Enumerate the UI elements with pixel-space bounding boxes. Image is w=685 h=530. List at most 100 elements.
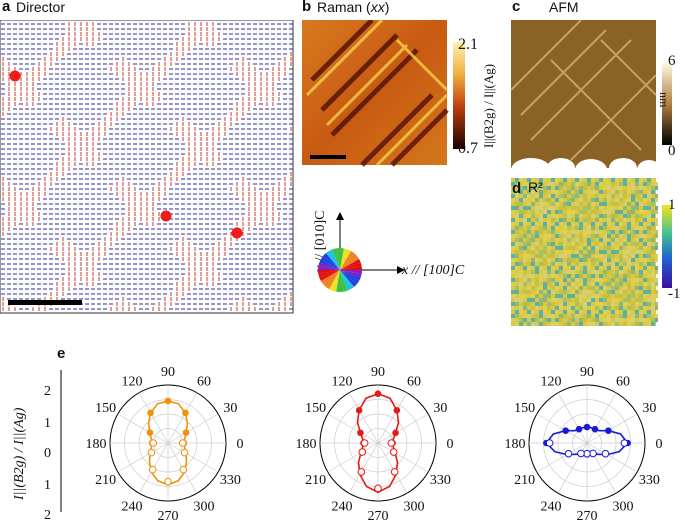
angle-tick-label: 120 bbox=[332, 375, 353, 390]
angle-tick-label: 210 bbox=[514, 473, 535, 488]
data-point-open bbox=[620, 439, 629, 447]
data-point-filled bbox=[164, 397, 172, 405]
angle-tick-label: 30 bbox=[223, 401, 237, 416]
angle-tick-label: 330 bbox=[639, 473, 660, 488]
angle-tick-label: 150 bbox=[514, 401, 535, 416]
data-point-filled bbox=[393, 407, 401, 414]
r2-map bbox=[511, 178, 658, 326]
data-point-filled bbox=[575, 425, 583, 433]
angle-tick-label: 60 bbox=[407, 375, 421, 390]
panel-a-title: Director bbox=[16, 0, 66, 15]
data-point-open bbox=[564, 449, 573, 458]
scale-bar bbox=[8, 300, 82, 305]
polar-plot-orange: 0 30 60 90 120 150 180 210 240 270 300 330 bbox=[86, 365, 244, 524]
afm-map bbox=[511, 20, 658, 170]
raman-colorbar bbox=[453, 42, 465, 149]
data-point-open bbox=[179, 465, 188, 474]
panel-c-title: AFM bbox=[549, 0, 579, 15]
data-point-open bbox=[389, 448, 398, 456]
angle-tick-label: 330 bbox=[220, 473, 241, 488]
data-point-open bbox=[577, 449, 585, 458]
data-point-filled bbox=[182, 409, 189, 417]
afm-cbar-min: 0 bbox=[668, 143, 676, 159]
marker-dot bbox=[160, 210, 172, 222]
afm-cbar-max: 6 bbox=[668, 53, 676, 69]
radial-tick: 2 bbox=[44, 384, 51, 399]
radial-tick: 1 bbox=[44, 478, 51, 493]
data-point-filled bbox=[562, 427, 569, 434]
angle-tick-label: 30 bbox=[433, 401, 447, 416]
data-point-open bbox=[148, 465, 157, 474]
data-point-open bbox=[357, 468, 366, 476]
data-point-open bbox=[180, 448, 189, 457]
data-point-open bbox=[374, 484, 382, 493]
angle-tick-label: 30 bbox=[642, 401, 656, 416]
angle-tick-label: 240 bbox=[332, 499, 353, 514]
polar-plot-blue: 0 30 60 90 120 150 180 210 240 270 300 330 bbox=[505, 365, 663, 524]
panel-a-letter: a bbox=[2, 0, 11, 15]
raman-cbar-min: 0.7 bbox=[458, 140, 478, 157]
r2-cbar-min: -1 bbox=[668, 286, 681, 302]
data-point-filled bbox=[147, 409, 154, 417]
angle-tick-label: 0 bbox=[656, 437, 663, 452]
panel-b-letter: b bbox=[302, 0, 312, 15]
afm-cbar-unit: nm bbox=[657, 92, 671, 108]
marker-dot bbox=[231, 227, 243, 239]
raman-cbar-max: 2.1 bbox=[458, 36, 478, 53]
data-point-filled bbox=[374, 390, 382, 397]
radial-tick: 0 bbox=[44, 446, 51, 461]
panel-e-y-label: I||(B2g) / I||(Ag) bbox=[12, 407, 27, 500]
angle-tick-label: 330 bbox=[430, 473, 451, 488]
data-point-open bbox=[387, 439, 396, 447]
angle-tick-label: 120 bbox=[541, 375, 562, 390]
data-point-open bbox=[601, 449, 610, 458]
angle-tick-label: 300 bbox=[404, 499, 425, 514]
data-point-open bbox=[390, 468, 399, 476]
data-point-filled bbox=[583, 423, 591, 431]
angle-tick-label: 90 bbox=[161, 365, 175, 380]
data-point-open bbox=[178, 439, 187, 447]
angle-tick-label: 60 bbox=[616, 375, 630, 390]
radial-tick: 1 bbox=[44, 416, 51, 431]
angle-tick-label: 270 bbox=[368, 509, 389, 524]
panel-b-title: Raman (xx) bbox=[317, 0, 390, 15]
angle-tick-label: 240 bbox=[541, 499, 562, 514]
data-point-filled bbox=[357, 429, 364, 437]
angle-tick-label: 0 bbox=[237, 437, 244, 452]
data-point-filled bbox=[182, 429, 190, 436]
angle-tick-label: 210 bbox=[305, 473, 326, 488]
data-point-open bbox=[149, 439, 158, 447]
angle-tick-label: 270 bbox=[577, 509, 598, 524]
angle-tick-label: 60 bbox=[197, 375, 211, 390]
data-point-filled bbox=[591, 425, 599, 433]
angle-tick-label: 180 bbox=[86, 437, 107, 452]
data-point-filled bbox=[146, 429, 154, 436]
data-point-open bbox=[360, 439, 369, 447]
angle-tick-label: 180 bbox=[296, 437, 317, 452]
angle-tick-label: 300 bbox=[194, 499, 215, 514]
raman-cbar-label: I||(B2g) / I||(Ag) bbox=[481, 63, 496, 148]
polar-plot-red: 0 30 60 90 120 150 180 210 240 270 300 330 bbox=[296, 365, 454, 524]
data-point-open bbox=[545, 439, 554, 447]
orientation-legend bbox=[318, 212, 405, 292]
raman-map bbox=[302, 20, 449, 167]
angle-tick-label: 150 bbox=[305, 401, 326, 416]
angle-tick-label: 300 bbox=[613, 499, 634, 514]
angle-tick-label: 90 bbox=[580, 365, 594, 380]
angle-tick-label: 0 bbox=[447, 437, 454, 452]
data-point-open bbox=[147, 448, 156, 457]
data-point-open bbox=[358, 448, 367, 456]
panel-d-letter: d bbox=[512, 180, 522, 197]
data-point-filled bbox=[605, 427, 612, 434]
angle-tick-label: 120 bbox=[122, 375, 143, 390]
angle-tick-label: 240 bbox=[122, 499, 143, 514]
angle-tick-label: 210 bbox=[95, 473, 116, 488]
angle-tick-label: 270 bbox=[158, 509, 179, 524]
angle-tick-label: 150 bbox=[95, 401, 116, 416]
x-axis-legend-label: x // [100]C bbox=[402, 263, 465, 278]
color-wheel bbox=[318, 248, 362, 292]
r2-cbar-max: 1 bbox=[668, 197, 676, 213]
scale-bar bbox=[310, 155, 346, 159]
angle-tick-label: 90 bbox=[371, 365, 385, 380]
afm-colorbar bbox=[662, 62, 672, 145]
